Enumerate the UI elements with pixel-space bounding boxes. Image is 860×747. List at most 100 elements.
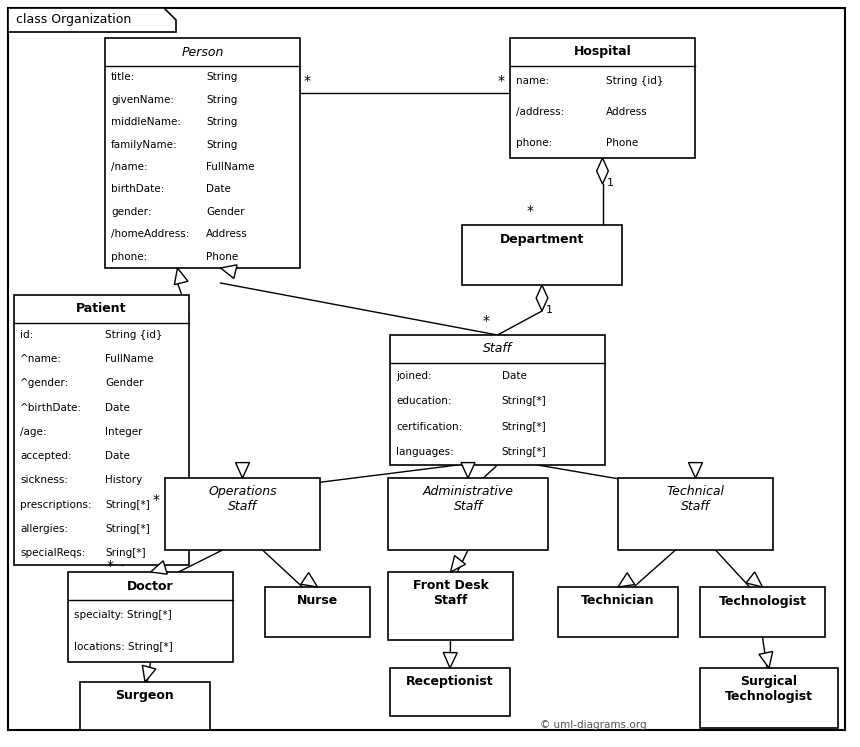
Text: Person: Person [181,46,224,58]
Text: *: * [107,559,114,573]
Text: Nurse: Nurse [297,595,338,607]
Text: Phone: Phone [206,252,239,261]
Text: specialty: String[*]: specialty: String[*] [74,610,172,621]
Bar [68,572,233,662]
Text: education:: education: [396,396,452,406]
Text: © uml-diagrams.org: © uml-diagrams.org [540,720,647,730]
Bar [700,587,825,637]
Text: String {id}: String {id} [105,330,163,340]
Text: FullName: FullName [105,354,153,365]
Text: /homeAddress:: /homeAddress: [111,229,189,239]
Bar [462,225,622,285]
Text: *: * [304,74,311,88]
Text: Operations
Staff: Operations Staff [208,485,277,513]
Text: Receptionist: Receptionist [406,675,494,689]
Polygon shape [461,462,475,478]
Text: Date: Date [501,371,526,381]
Text: Integer: Integer [105,427,143,437]
Text: Department: Department [500,232,584,246]
Text: sickness:: sickness: [20,475,68,486]
Text: /name:: /name: [111,162,148,172]
Text: class Organization: class Organization [16,13,132,26]
Text: Date: Date [206,185,231,194]
Text: allergies:: allergies: [20,524,68,533]
Text: ^name:: ^name: [20,354,62,365]
Text: 1: 1 [546,305,553,315]
Bar [388,478,548,550]
Text: Administrative
Staff: Administrative Staff [422,485,513,513]
Bar [558,587,678,637]
Polygon shape [746,572,763,587]
Polygon shape [175,268,188,285]
Polygon shape [759,651,772,668]
Text: FullName: FullName [206,162,255,172]
Polygon shape [8,8,176,32]
Polygon shape [220,265,237,279]
Bar [14,295,189,565]
Text: ^gender:: ^gender: [20,379,70,388]
Text: *: * [482,314,489,328]
Text: accepted:: accepted: [20,451,71,461]
Text: *: * [498,74,505,88]
Text: String[*]: String[*] [501,396,547,406]
Bar [80,682,210,730]
Text: String[*]: String[*] [501,422,547,432]
Text: phone:: phone: [516,137,552,148]
Text: givenName:: givenName: [111,95,174,105]
Text: String[*]: String[*] [501,447,547,457]
Text: phone:: phone: [111,252,147,261]
Text: Doctor: Doctor [127,580,174,592]
Text: /address:: /address: [516,107,564,117]
Text: String: String [206,117,237,127]
Text: Date: Date [105,403,130,412]
Text: String: String [206,72,237,82]
Text: Hospital: Hospital [574,46,631,58]
Bar [165,478,320,550]
Text: Surgeon: Surgeon [115,689,175,702]
Polygon shape [618,573,635,587]
Bar [105,38,300,268]
Bar [265,587,370,637]
Text: locations: String[*]: locations: String[*] [74,642,173,651]
Text: certification:: certification: [396,422,463,432]
Bar [390,335,605,465]
Polygon shape [451,556,465,572]
Bar [510,38,695,158]
Polygon shape [301,573,317,587]
Text: String[*]: String[*] [105,500,150,509]
Text: History: History [105,475,142,486]
Polygon shape [143,666,156,682]
Text: Gender: Gender [206,207,245,217]
Polygon shape [689,462,703,478]
Text: /age:: /age: [20,427,46,437]
Polygon shape [236,462,249,478]
Text: Staff: Staff [483,343,512,356]
Polygon shape [597,158,608,184]
Polygon shape [536,285,548,311]
Text: prescriptions:: prescriptions: [20,500,92,509]
Text: Address: Address [206,229,249,239]
Polygon shape [443,652,458,668]
Text: familyName:: familyName: [111,140,178,149]
Text: Gender: Gender [105,379,144,388]
Text: *: * [153,493,160,507]
Bar [390,668,510,716]
Text: Technologist: Technologist [718,595,807,607]
Text: specialReqs:: specialReqs: [20,548,85,558]
Text: birthDate:: birthDate: [111,185,164,194]
Text: 1: 1 [606,178,613,188]
Text: String: String [206,140,237,149]
Text: String: String [206,95,237,105]
Text: languages:: languages: [396,447,454,457]
Text: middleName:: middleName: [111,117,181,127]
Polygon shape [150,561,168,574]
Text: Technician: Technician [581,595,654,607]
Text: title:: title: [111,72,135,82]
Text: gender:: gender: [111,207,151,217]
Text: Patient: Patient [77,303,126,315]
Bar [388,572,513,640]
Text: name:: name: [516,76,550,87]
Text: Technical
Staff: Technical Staff [666,485,724,513]
Text: ^birthDate:: ^birthDate: [20,403,82,412]
Text: Phone: Phone [606,137,638,148]
